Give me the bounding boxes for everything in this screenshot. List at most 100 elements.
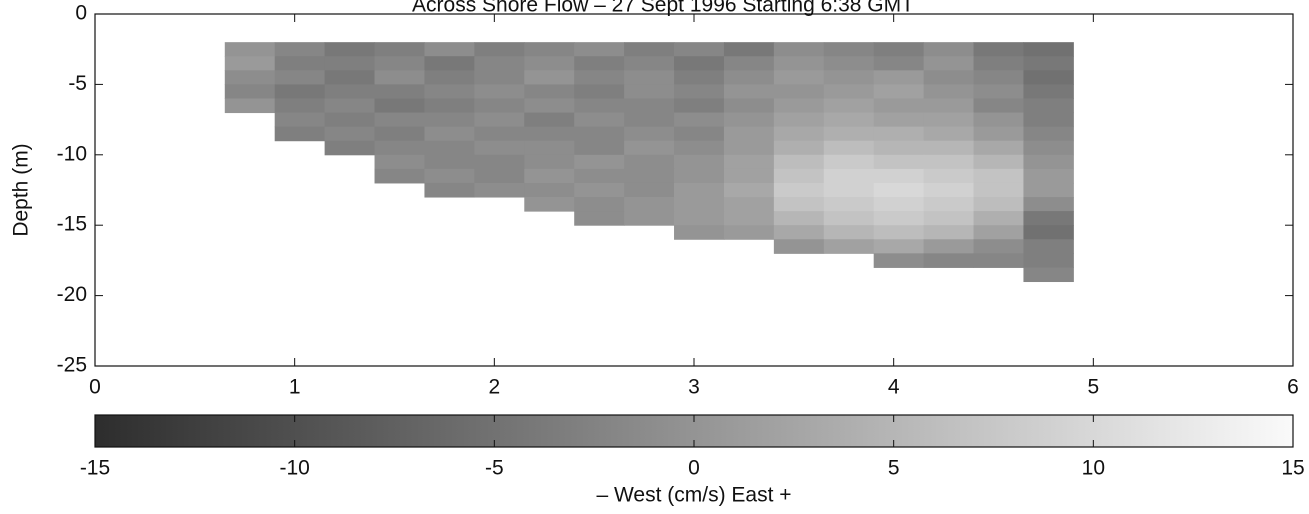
heatmap-cell	[524, 56, 575, 71]
heatmap-cell	[624, 42, 675, 57]
heatmap-cell	[723, 98, 775, 114]
heatmap-cell	[1023, 239, 1074, 254]
heatmap-cell	[374, 70, 425, 85]
heatmap-cell	[873, 84, 925, 99]
heatmap-cell	[923, 225, 975, 240]
heatmap-cell	[424, 168, 475, 184]
heatmap-cell	[973, 197, 1024, 212]
heatmap-cell	[474, 126, 525, 142]
colorbar-tick-label: 5	[888, 457, 900, 480]
heatmap-cell	[723, 84, 775, 99]
heatmap-cell	[873, 70, 925, 85]
heatmap-cell	[773, 56, 825, 71]
heatmap-cell	[574, 168, 625, 184]
heatmap-cell	[873, 168, 925, 184]
heatmap-cell	[1023, 154, 1074, 170]
heatmap-cell	[474, 84, 525, 99]
heatmap-cell	[324, 56, 376, 71]
heatmap-cell	[574, 42, 625, 57]
y-axis-label: Depth (m)	[10, 143, 33, 236]
heatmap-cell	[674, 197, 725, 212]
heatmap-cell	[674, 42, 725, 57]
heatmap-cell	[524, 42, 575, 57]
heatmap-cell	[1023, 42, 1074, 57]
heatmap-cell	[1023, 211, 1074, 226]
heatmap-cell	[374, 126, 425, 142]
heatmap-cell	[823, 168, 875, 184]
heatmap-cell	[973, 98, 1024, 114]
x-tick-label: 6	[1287, 376, 1299, 399]
heatmap-cell	[1023, 70, 1074, 85]
heatmap-cell	[973, 56, 1024, 71]
colorbar-tick-label: -10	[279, 457, 309, 480]
heatmap-cell	[873, 211, 925, 226]
heatmap-cell	[424, 70, 475, 85]
heatmap-cell	[923, 42, 975, 57]
heatmap-cell	[274, 126, 326, 142]
heatmap-cell	[424, 56, 475, 71]
heatmap-cell	[524, 168, 575, 184]
heatmap-cell	[674, 154, 725, 170]
heatmap-cell	[873, 197, 925, 212]
heatmap-cell	[574, 98, 625, 114]
heatmap-cell	[973, 42, 1024, 57]
heatmap-cell	[723, 42, 775, 57]
heatmap-cell	[474, 70, 525, 85]
heatmap-cell	[973, 239, 1024, 254]
heatmap-cell	[274, 42, 326, 57]
heatmap-cell	[973, 168, 1024, 184]
heatmap-cell	[274, 56, 326, 71]
heatmap-cell	[624, 70, 675, 85]
heatmap-cell	[923, 239, 975, 254]
heatmap-cell	[1023, 267, 1074, 283]
heatmap-cell	[374, 154, 425, 170]
heatmap-cell	[1023, 98, 1074, 114]
heatmap-cell	[823, 140, 875, 156]
heatmap-cell	[873, 182, 925, 198]
heatmap-cell	[224, 56, 276, 71]
heatmap-cell	[773, 70, 825, 85]
heatmap-cell	[274, 112, 326, 128]
heatmap-cell	[973, 112, 1024, 128]
heatmap-cell	[973, 126, 1024, 142]
heatmap-cell	[873, 98, 925, 114]
x-tick-label: 1	[289, 376, 301, 399]
heatmap-cell	[424, 98, 475, 114]
heatmap-cell	[524, 182, 575, 198]
heatmap-cell	[674, 168, 725, 184]
heatmap-cell	[624, 154, 675, 170]
heatmap-cell	[1023, 197, 1074, 212]
heatmap-cell	[723, 225, 775, 240]
heatmap-cell	[773, 84, 825, 99]
heatmap-cell	[723, 211, 775, 226]
heatmap-cell	[723, 112, 775, 128]
heatmap-cell	[524, 126, 575, 142]
heatmap-cell	[574, 182, 625, 198]
heatmap-cell	[624, 126, 675, 142]
heatmap-cell	[823, 211, 875, 226]
heatmap-cell	[773, 197, 825, 212]
y-tick-label: 0	[75, 2, 87, 25]
heatmap-cell	[723, 70, 775, 85]
heatmap-cell	[923, 197, 975, 212]
heatmap-cell	[324, 126, 376, 142]
heatmap-cell	[1023, 225, 1074, 240]
heatmap-cell	[723, 168, 775, 184]
heatmap-cell	[773, 98, 825, 114]
y-tick-label: -25	[57, 354, 87, 377]
heatmap-cell	[674, 126, 725, 142]
heatmap-cell	[823, 154, 875, 170]
colorbar-tick-label: 15	[1281, 457, 1304, 480]
heatmap-cell	[723, 154, 775, 170]
heatmap-cell	[823, 126, 875, 142]
heatmap-cell	[574, 112, 625, 128]
heatmap-cell	[674, 112, 725, 128]
x-tick-label: 0	[89, 376, 101, 399]
heatmap-cell	[374, 140, 425, 156]
heatmap-cell	[923, 168, 975, 184]
heatmap-cell	[474, 182, 525, 198]
y-tick-label: -20	[57, 283, 87, 306]
heatmap-cell	[973, 84, 1024, 99]
heatmap-cell	[674, 140, 725, 156]
